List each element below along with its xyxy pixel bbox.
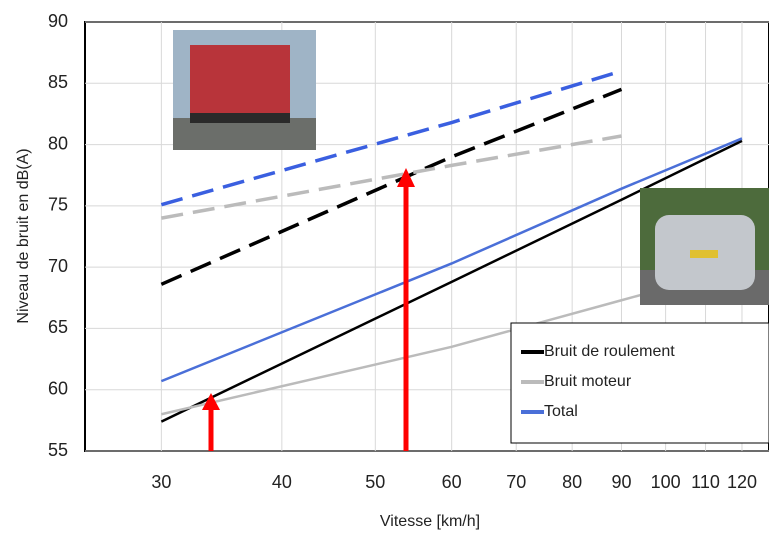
photo-plate	[690, 250, 718, 258]
y-tick-label: 90	[48, 11, 68, 31]
photo-trailer	[190, 45, 290, 113]
x-tick-label: 40	[272, 472, 292, 492]
legend-label: Bruit de roulement	[544, 343, 675, 360]
x-tick-label: 70	[506, 472, 526, 492]
photo-wheels	[190, 113, 290, 123]
x-tick-label: 110	[691, 472, 720, 492]
y-tick-label: 60	[48, 378, 68, 398]
legend-label: Bruit moteur	[544, 373, 632, 390]
x-tick-label: 100	[651, 472, 681, 492]
y-tick-label: 65	[48, 317, 68, 337]
x-tick-label: 60	[442, 472, 462, 492]
x-tick-label: 90	[611, 472, 631, 492]
x-tick-label: 30	[151, 472, 171, 492]
x-tick-label: 80	[562, 472, 582, 492]
y-tick-label: 70	[48, 256, 68, 276]
y-tick-label: 85	[48, 72, 68, 92]
chart: Bruit de roulement Bruit moteur Total Nive…	[0, 0, 769, 533]
y-axis-title: Niveau de bruit en dB(A)	[15, 148, 32, 323]
x-tick-label: 50	[365, 472, 385, 492]
y-tick-label: 75	[48, 195, 68, 215]
car-photo	[640, 188, 769, 305]
x-tick-label: 120	[727, 472, 757, 492]
legend-label: Total	[544, 403, 578, 420]
x-axis-title: Vitesse [km/h]	[380, 513, 480, 530]
truck-photo	[173, 30, 316, 150]
y-tick-label: 80	[48, 133, 68, 153]
y-tick-label: 55	[48, 440, 68, 460]
